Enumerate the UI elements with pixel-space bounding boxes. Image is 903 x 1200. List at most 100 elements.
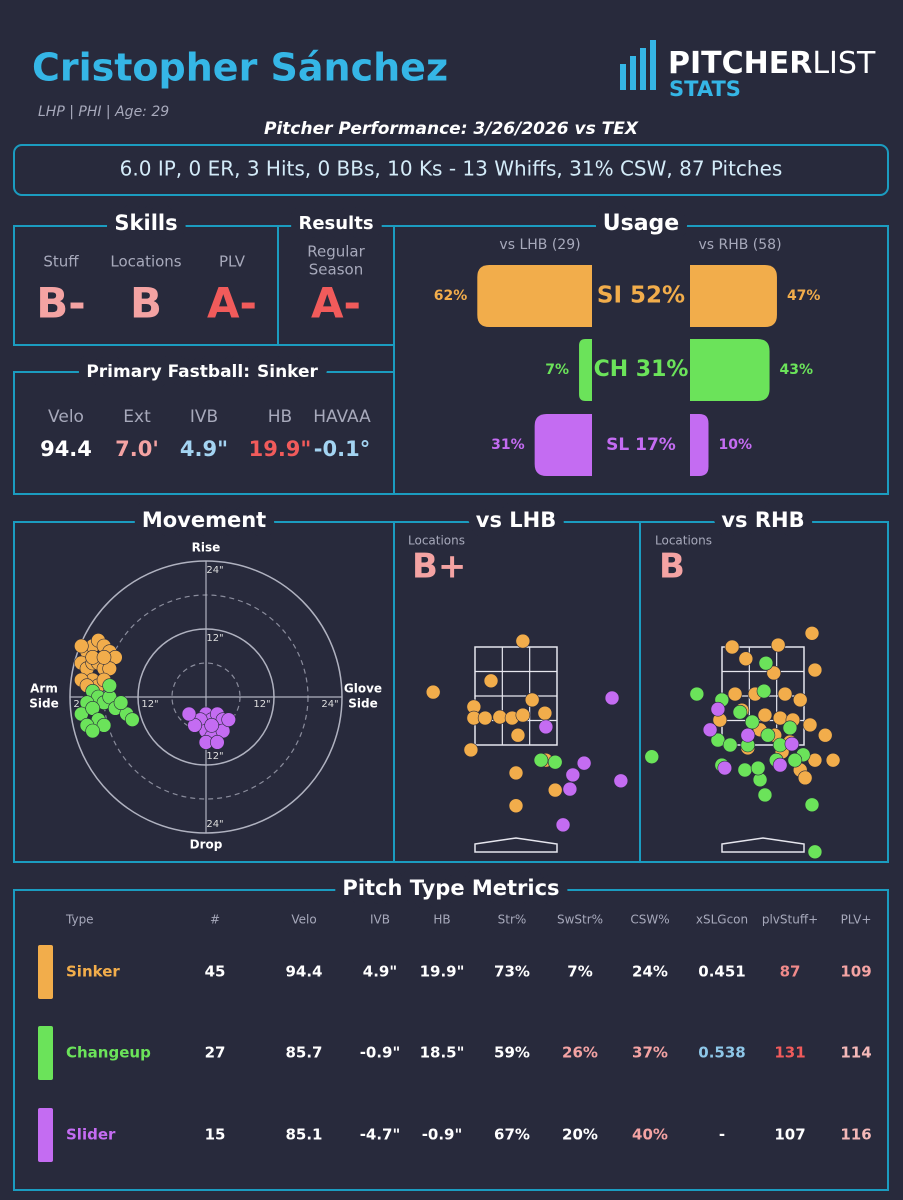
location-point	[463, 742, 479, 758]
metric-label: HB	[268, 407, 292, 427]
location-point	[515, 707, 531, 723]
lhb-label: vs LHB (29)	[499, 237, 580, 253]
location-point	[807, 662, 823, 678]
location-point	[797, 770, 813, 786]
drop-label: Drop	[190, 838, 223, 852]
usage-pitch: SI 52%	[597, 283, 685, 309]
logo-secondary: LIST	[812, 46, 876, 81]
location-point	[757, 787, 773, 803]
location-point	[537, 705, 553, 721]
location-point	[744, 714, 760, 730]
skills-title: Skills	[114, 211, 177, 235]
location-point	[524, 692, 540, 708]
logo-icon	[620, 40, 656, 90]
results-title: Results	[298, 213, 373, 234]
location-point	[508, 765, 524, 781]
table-cell: 59%	[494, 1044, 530, 1062]
usage-pct-rhb: 47%	[787, 288, 821, 304]
usage-pct-rhb: 43%	[780, 362, 814, 378]
movement-point	[96, 650, 112, 665]
skill-label: Locations	[110, 253, 181, 271]
logo-text: PITCHERLIST	[668, 46, 876, 81]
movement-point	[204, 718, 219, 733]
table-cell: 19.9"	[420, 963, 465, 981]
movement-point	[221, 712, 236, 727]
location-point	[782, 720, 798, 736]
pitch-swatch	[38, 1108, 53, 1162]
usage-title: Usage	[603, 211, 679, 236]
table-cell: 87	[780, 963, 801, 981]
home-plate	[721, 837, 805, 853]
locations-grade: B+	[412, 547, 466, 587]
column-header: Velo	[291, 913, 316, 927]
table-title: Pitch Type Metrics	[342, 876, 559, 900]
location-point	[804, 797, 820, 813]
skill-label: Stuff	[43, 253, 79, 271]
table-cell: 26%	[562, 1044, 598, 1062]
location-point	[737, 762, 753, 778]
usage-pitch: CH 31%	[594, 357, 689, 382]
table-cell: 18.5"	[420, 1044, 465, 1062]
location-point	[756, 683, 772, 699]
glove-label: Glove	[344, 682, 382, 696]
location-point	[770, 637, 786, 653]
location-point	[802, 717, 818, 733]
location-point	[727, 686, 743, 702]
home-plate	[474, 837, 558, 853]
performance-title: Pitcher Performance: 3/26/2026 vs TEX	[264, 119, 639, 139]
movement-point	[74, 638, 89, 654]
ring-label: 12"	[206, 633, 223, 644]
table-cell: 116	[840, 1126, 871, 1144]
results-label: Season	[309, 261, 363, 279]
location-point	[613, 773, 629, 789]
pitch-type: Sinker	[66, 963, 120, 981]
rise-label: Rise	[192, 541, 221, 555]
location-point	[717, 760, 733, 776]
location-point	[804, 625, 820, 641]
location-point	[772, 757, 788, 773]
location-point	[547, 782, 563, 798]
table-cell: 40%	[632, 1126, 668, 1144]
table-cell: 7%	[567, 963, 592, 981]
usage-pitch: SL 17%	[606, 435, 676, 455]
location-point	[792, 692, 808, 708]
location-point	[740, 727, 756, 743]
table-box	[13, 889, 889, 1191]
table-cell: -	[719, 1126, 725, 1144]
table-cell: 85.1	[285, 1126, 322, 1144]
logo-sub: STATS	[669, 77, 741, 101]
column-header: xSLGcon	[696, 913, 748, 927]
location-point	[547, 754, 563, 770]
location-point	[510, 727, 526, 743]
location-point	[702, 722, 718, 738]
fastball-label: Primary Fastball:	[86, 362, 250, 382]
location-point	[710, 701, 726, 717]
movement-point	[113, 695, 129, 710]
arm-label: Arm	[30, 682, 58, 696]
location-point	[604, 690, 620, 706]
table-cell: -0.9"	[360, 1044, 401, 1062]
usage-bar-rhb	[690, 414, 709, 476]
rhb-label: vs RHB (58)	[698, 237, 781, 253]
table-cell: 0.538	[698, 1044, 745, 1062]
location-point	[533, 752, 549, 768]
usage-bar-rhb	[690, 265, 777, 327]
location-point	[750, 760, 766, 776]
location-point	[644, 749, 660, 765]
table-cell: 114	[840, 1044, 871, 1062]
table-cell: 20%	[562, 1126, 598, 1144]
metric-label: IVB	[190, 407, 218, 427]
column-header: Str%	[498, 913, 527, 927]
table-cell: 37%	[632, 1044, 668, 1062]
column-header: IVB	[370, 913, 390, 927]
table-cell: 94.4	[285, 963, 322, 981]
skill-grade: B-	[36, 279, 85, 328]
table-cell: 67%	[494, 1126, 530, 1144]
metric-label: Velo	[48, 407, 84, 427]
metric-value: -0.1°	[314, 437, 370, 461]
table-cell: 24%	[632, 963, 668, 981]
metric-label: Ext	[123, 407, 151, 427]
pitch-type: Slider	[66, 1126, 116, 1144]
column-header: SwStr%	[557, 913, 603, 927]
locations-label: Locations	[655, 534, 712, 548]
